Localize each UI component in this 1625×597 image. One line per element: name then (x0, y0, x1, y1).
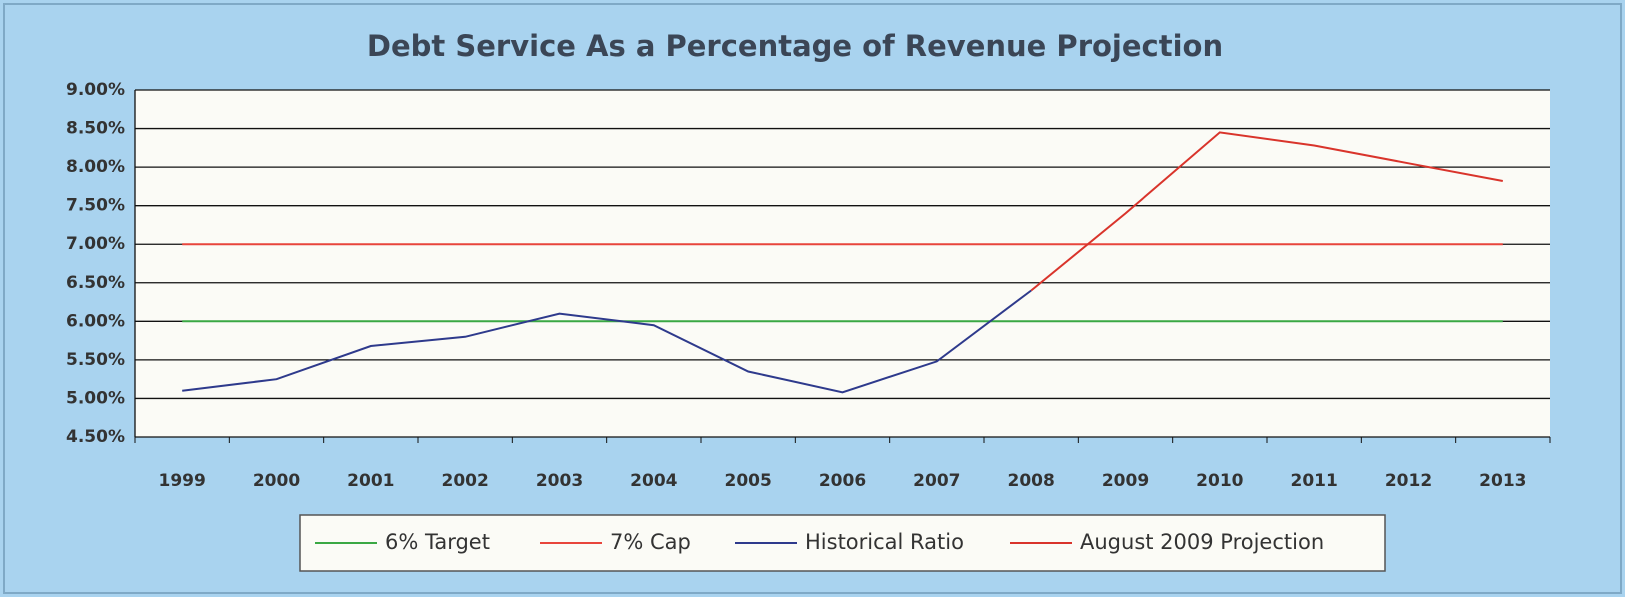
x-tick-label: 2011 (1291, 471, 1338, 491)
series-line (1030, 131, 1503, 292)
legend-label: Historical Ratio (805, 530, 964, 554)
x-tick-label: 2010 (1196, 471, 1243, 491)
y-tick-label: 7.00% (66, 234, 125, 254)
y-tick-label: 6.00% (66, 311, 125, 331)
y-tick-label: 6.50% (66, 273, 125, 293)
y-tick-label: 5.50% (66, 350, 125, 370)
y-tick-label: 5.00% (66, 388, 125, 408)
legend-label: 6% Target (385, 530, 490, 554)
x-tick-label: 1999 (159, 471, 206, 491)
legend-label: 7% Cap (610, 530, 691, 554)
chart-title: Debt Service As a Percentage of Revenue … (367, 29, 1223, 63)
x-tick-label: 2004 (630, 471, 677, 491)
x-tick-label: 2000 (253, 471, 300, 491)
x-tick-label: 2008 (1008, 471, 1055, 491)
x-tick-label: 2005 (725, 471, 772, 491)
x-tick-label: 2009 (1102, 471, 1149, 491)
x-tick-label: 2003 (536, 471, 583, 491)
series-line (182, 289, 1032, 394)
x-tick-label: 2001 (347, 471, 394, 491)
legend-label: August 2009 Projection (1080, 530, 1324, 554)
y-tick-label: 8.50% (66, 119, 125, 139)
y-tick-label: 7.50% (66, 196, 125, 216)
y-tick-label: 9.00% (66, 80, 125, 100)
x-tick-label: 2006 (819, 471, 866, 491)
x-tick-label: 2002 (442, 471, 489, 491)
plot-area (135, 90, 1550, 437)
x-tick-label: 2013 (1479, 471, 1526, 491)
y-tick-label: 8.00% (66, 157, 125, 177)
x-tick-label: 2012 (1385, 471, 1432, 491)
x-tick-label: 2007 (913, 471, 960, 491)
y-tick-label: 4.50% (66, 427, 125, 447)
legend (299, 514, 1386, 572)
